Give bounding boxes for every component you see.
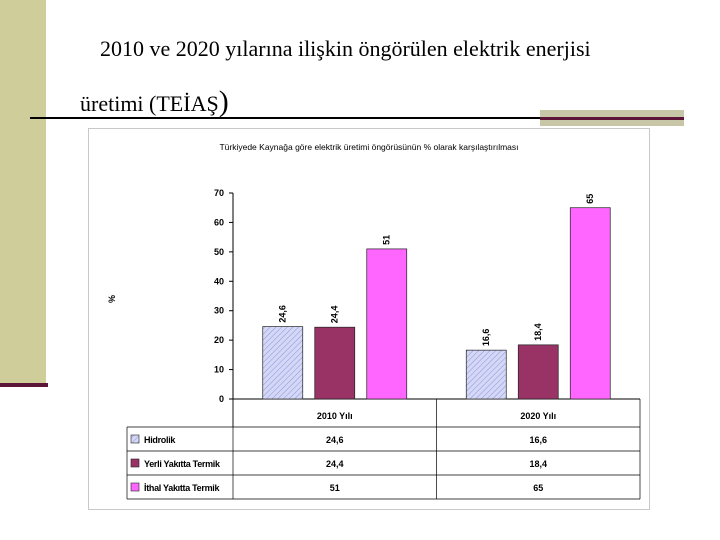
table-cell-value: 24,4: [326, 459, 344, 469]
data-table: 2010 Yılı 2020 Yılı Hidrolik 24,6 16,6 Yerli …: [126, 399, 641, 500]
legend-series-name: Hidrolik: [144, 435, 176, 445]
bar: [314, 326, 356, 400]
plot-area: 0 10 20 30 40 50 60 70 24,6 24,4 51 16,6 18,4 65: [214, 188, 640, 404]
slide-side-accent-line: [0, 383, 48, 387]
bar-value-label: 24,4: [330, 306, 340, 324]
bar-value-label: 65: [585, 194, 595, 204]
bar-value-label: 18,4: [533, 323, 543, 341]
table-cell-value: 24,6: [326, 435, 344, 445]
slide-title-text: üretimi (TEİAŞ: [80, 91, 219, 116]
bar: [465, 349, 507, 400]
slide-title-paren: ): [218, 85, 229, 118]
title-rule-accent-line: [540, 117, 684, 120]
table-cell-value: 51: [330, 483, 340, 493]
x-category-label: 2020 Yılı: [520, 411, 556, 421]
y-tick-label: 40: [214, 276, 224, 286]
slide-title-line-1: 2010 ve 2020 yılarına ilişkin öngörülen …: [100, 36, 591, 61]
y-tick-label: 20: [214, 335, 224, 345]
bar-chart: Türkiyede Kaynağa göre elektrik üretimi …: [107, 142, 641, 500]
bar: [569, 207, 611, 400]
bar-value-label: 16,6: [481, 329, 491, 347]
legend-swatch: [130, 482, 140, 492]
y-tick-label: 30: [214, 306, 224, 316]
bar-value-label: 51: [382, 235, 392, 245]
y-tick-label: 0: [219, 394, 224, 404]
title-rule: [30, 117, 680, 119]
legend-series-name: Yerli Yakıtta Termik: [144, 459, 221, 469]
y-tick-label: 70: [214, 188, 224, 198]
bar: [262, 326, 304, 400]
y-axis-label: %: [107, 295, 117, 303]
bar: [366, 248, 408, 400]
legend-swatch: [130, 458, 140, 468]
table-cell-value: 18,4: [529, 459, 547, 469]
slide-title-line-2: üretimi (TEİAŞ): [80, 85, 229, 119]
x-category-label: 2010 Yılı: [317, 411, 353, 421]
bar: [517, 344, 559, 400]
table-cell-value: 65: [533, 483, 543, 493]
slide-side-bar: [0, 0, 46, 383]
chart-container: Türkiyede Kaynağa göre elektrik üretimi …: [88, 128, 650, 510]
y-tick-label: 50: [214, 247, 224, 257]
y-tick-label: 60: [214, 217, 224, 227]
y-tick-label: 10: [214, 365, 224, 375]
legend-swatch: [130, 434, 140, 444]
chart-title: Türkiyede Kaynağa göre elektrik üretimi …: [219, 142, 518, 152]
bar-value-label: 24,6: [278, 305, 288, 323]
table-cell-value: 16,6: [529, 435, 547, 445]
legend-series-name: İthal Yakıtta Termik: [144, 483, 220, 493]
